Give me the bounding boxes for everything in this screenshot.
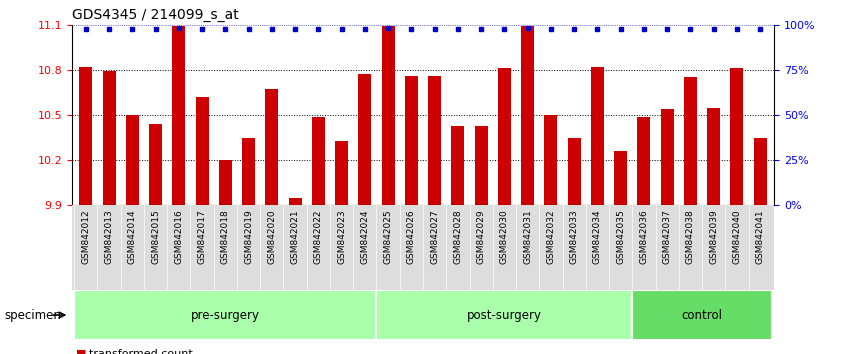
Text: transformed count: transformed count — [89, 349, 193, 354]
Bar — [149, 124, 162, 205]
Text: control: control — [682, 309, 722, 321]
Text: GSM842030: GSM842030 — [500, 210, 509, 264]
Text: GSM842018: GSM842018 — [221, 210, 230, 264]
Text: pre-surgery: pre-surgery — [191, 309, 260, 321]
Text: GSM842031: GSM842031 — [523, 210, 532, 264]
Bar — [405, 76, 418, 205]
Text: GSM842027: GSM842027 — [430, 210, 439, 264]
Text: GSM842041: GSM842041 — [755, 210, 765, 264]
Text: GSM842034: GSM842034 — [593, 210, 602, 264]
Bar — [195, 97, 208, 205]
Text: GSM842021: GSM842021 — [291, 210, 299, 264]
Bar — [684, 78, 697, 205]
Text: GSM842040: GSM842040 — [733, 210, 741, 264]
Bar — [359, 74, 371, 205]
Bar — [312, 116, 325, 205]
Bar — [126, 115, 139, 205]
Bar — [242, 138, 255, 205]
Bar — [730, 68, 744, 205]
Text: GSM842013: GSM842013 — [105, 210, 113, 264]
Text: GSM842039: GSM842039 — [709, 210, 718, 264]
Text: GSM842012: GSM842012 — [81, 210, 91, 264]
Text: GSM842028: GSM842028 — [453, 210, 463, 264]
Text: specimen: specimen — [4, 309, 61, 321]
Bar — [568, 138, 580, 205]
Text: GSM842020: GSM842020 — [267, 210, 277, 264]
Bar — [102, 72, 116, 205]
Bar — [754, 138, 766, 205]
Bar — [498, 68, 511, 205]
Bar — [661, 109, 673, 205]
Bar — [632, 290, 772, 340]
Bar — [266, 90, 278, 205]
Text: GSM842029: GSM842029 — [476, 210, 486, 264]
Bar — [545, 115, 558, 205]
Bar — [219, 160, 232, 205]
Bar — [638, 116, 651, 205]
Bar — [74, 290, 376, 340]
Text: GSM842014: GSM842014 — [128, 210, 137, 264]
Text: GSM842023: GSM842023 — [337, 210, 346, 264]
Text: GSM842026: GSM842026 — [407, 210, 416, 264]
Bar — [173, 26, 185, 205]
Bar — [80, 67, 92, 205]
Bar — [591, 67, 604, 205]
Bar — [288, 198, 301, 205]
Text: GSM842038: GSM842038 — [686, 210, 695, 264]
Bar — [428, 76, 441, 205]
Text: post-surgery: post-surgery — [467, 309, 542, 321]
Text: GSM842017: GSM842017 — [198, 210, 206, 264]
Text: GSM842036: GSM842036 — [640, 210, 648, 264]
Text: GSM842035: GSM842035 — [616, 210, 625, 264]
Bar — [521, 26, 534, 205]
Bar — [335, 141, 348, 205]
Text: GSM842032: GSM842032 — [547, 210, 555, 264]
Text: GSM842037: GSM842037 — [662, 210, 672, 264]
Bar — [452, 126, 464, 205]
Bar — [475, 126, 487, 205]
Text: GDS4345 / 214099_s_at: GDS4345 / 214099_s_at — [72, 8, 239, 22]
Text: GSM842019: GSM842019 — [244, 210, 253, 264]
Text: ■: ■ — [76, 349, 86, 354]
Text: GSM842033: GSM842033 — [569, 210, 579, 264]
Text: GSM842022: GSM842022 — [314, 210, 323, 264]
Bar — [614, 151, 627, 205]
Text: GSM842024: GSM842024 — [360, 210, 370, 264]
Bar — [382, 26, 394, 205]
Text: GSM842016: GSM842016 — [174, 210, 184, 264]
Bar — [376, 290, 632, 340]
Text: GSM842025: GSM842025 — [383, 210, 393, 264]
Text: GSM842015: GSM842015 — [151, 210, 160, 264]
Bar — [707, 108, 720, 205]
